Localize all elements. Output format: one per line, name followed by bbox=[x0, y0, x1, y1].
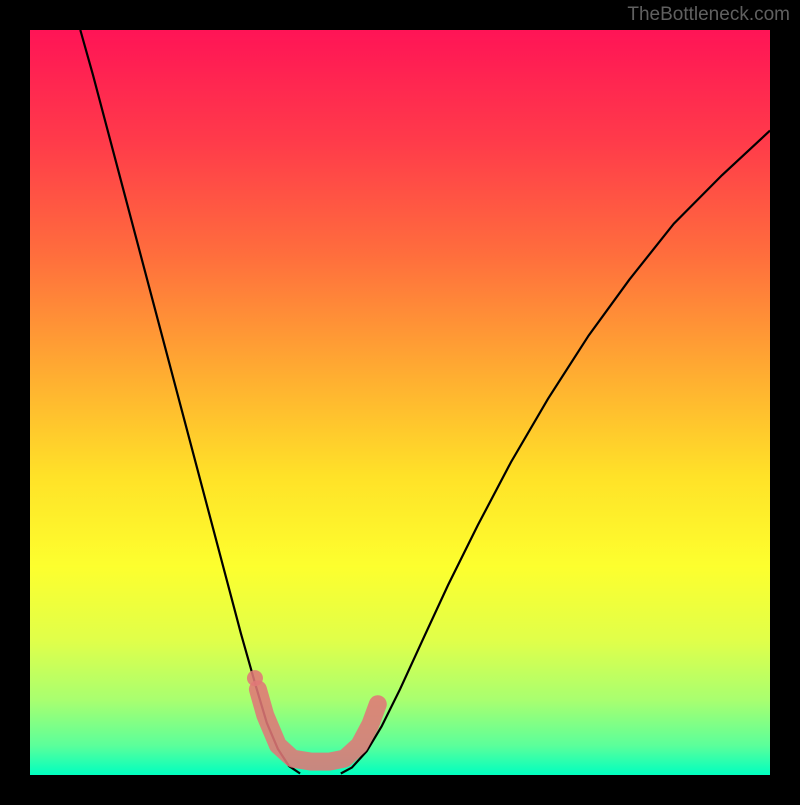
plot-background bbox=[30, 30, 770, 775]
chart-svg bbox=[0, 0, 800, 800]
marker-dot bbox=[247, 670, 263, 686]
bottleneck-chart: TheBottleneck.com bbox=[0, 0, 800, 800]
watermark-text: TheBottleneck.com bbox=[627, 4, 790, 26]
